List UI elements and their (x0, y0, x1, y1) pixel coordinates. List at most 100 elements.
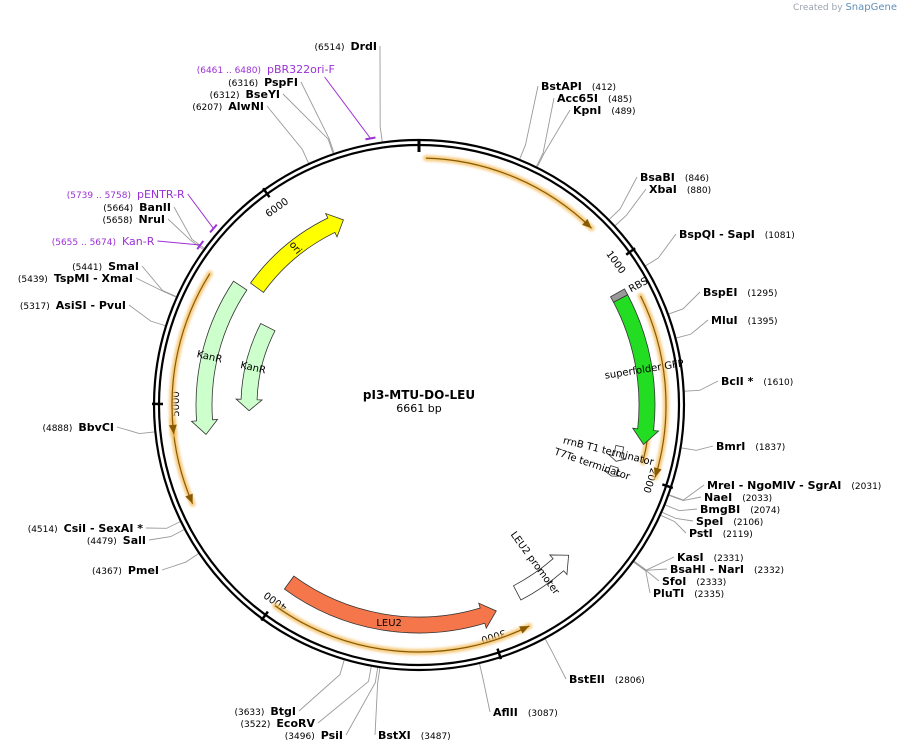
site-bstx-i[interactable]: BstXI (3487) (378, 729, 451, 742)
site-sal-i[interactable]: SalI (4479) (87, 534, 146, 547)
site-position: (1395) (748, 317, 778, 327)
site-psi-i[interactable]: PsiI (3496) (285, 729, 343, 742)
site-drdi[interactable]: DrdI (6514) (315, 40, 377, 53)
site-leader-line (633, 561, 651, 594)
primer-leader-line (324, 76, 371, 139)
site-leader-line (662, 512, 694, 522)
site-kas-i[interactable]: KasI (2331) (677, 551, 744, 564)
site-leader-line (300, 81, 335, 154)
feature-kanr-2[interactable]: KanR (235, 322, 276, 412)
site-btg-i[interactable]: BtgI (3633) (234, 705, 296, 718)
site-bbv-ci[interactable]: BbvCI (4888) (42, 421, 114, 434)
site-bsahi-nari[interactable]: BsaHI - NarI (2332) (670, 563, 784, 576)
site-xba-i[interactable]: XbaI (880) (649, 183, 711, 196)
site-nru-i[interactable]: NruI (5658) (103, 213, 166, 226)
site-name: CsiI - SexAI * (64, 522, 144, 535)
credit-brand: SnapGene (845, 2, 897, 13)
site-eco-rv[interactable]: EcoRV (3522) (240, 717, 315, 730)
primer-pentr-r[interactable]: pENTR-R (5739 .. 5758) (67, 188, 218, 234)
site-bsp-ei[interactable]: BspEI (1295) (703, 286, 777, 299)
feature-kanr-2-arrow[interactable] (235, 322, 276, 412)
site-position: (1081) (765, 231, 795, 241)
feature-leu2[interactable]: LEU2 (283, 575, 497, 634)
site-plu-ti[interactable]: PluTI (2335) (653, 587, 724, 600)
site-leader-line (374, 668, 381, 736)
feature-sfgfp[interactable]: superfolder GFP (604, 294, 685, 446)
site-alw-ni[interactable]: AlwNI (6207) (192, 100, 264, 113)
site-pme-i[interactable]: PmeI (4367) (92, 564, 159, 577)
feature-leu2-arrow[interactable] (283, 575, 497, 634)
site-leader-line (669, 495, 702, 501)
feature-ori[interactable]: ori (249, 212, 344, 293)
site-position: (2031) (851, 482, 881, 492)
site-mrei-ngomiv-sgrai[interactable]: MreI - NgoMIV - SgrAI (2031) (707, 479, 881, 492)
site-name: MluI (711, 314, 738, 327)
site-leader-line (633, 556, 675, 571)
orf-glow (422, 155, 595, 232)
site-leader-line (519, 85, 539, 160)
site-tspmi-xmai[interactable]: TspMI - XmaI (5439) (18, 272, 133, 285)
feature-sfgfp-arrow[interactable] (612, 294, 660, 446)
primer-kan-r[interactable]: Kan-R (5655 .. 5674) (52, 235, 205, 250)
feature-ori-arrow[interactable] (249, 212, 344, 293)
site-bse-yi[interactable]: BseYI (6312) (210, 88, 280, 101)
site-sma-i[interactable]: SmaI (5441) (72, 260, 139, 273)
site-afl-ii[interactable]: AflII (3087) (493, 706, 558, 719)
site-position: (2335) (694, 590, 724, 600)
site-bmr-i[interactable]: BmrI (1837) (716, 440, 785, 453)
site-position: (4888) (42, 424, 72, 434)
primer-position: (5655 .. 5674) (52, 238, 116, 248)
feature-rrnb-arrow[interactable] (608, 444, 627, 462)
site-position: (5664) (103, 204, 133, 214)
site-name: BseYI (246, 88, 280, 101)
feature-kanr-1[interactable]: KanR (190, 280, 248, 436)
orf-line (274, 605, 530, 653)
feature-leu2-promoter[interactable]: LEU2 promoter (508, 530, 570, 601)
feature-kanr-1-arrow[interactable] (190, 280, 248, 436)
site-pst-i[interactable]: PstI (2119) (689, 527, 753, 540)
site-csii-sexai[interactable]: CsiI - SexAI * (4514) (28, 522, 144, 535)
site-name: BmgBI (700, 503, 740, 516)
site-bcl-i[interactable]: BclI * (1610) (721, 375, 793, 388)
site-leader-line (266, 105, 309, 164)
site-position: (412) (592, 83, 616, 93)
feature-rbs-arrow[interactable] (609, 288, 629, 303)
site-mlu-i[interactable]: MluI (1395) (711, 314, 778, 327)
site-leader-line (173, 206, 205, 249)
site-bmg-bi[interactable]: BmgBI (2074) (700, 503, 780, 516)
site-ban-ii[interactable]: BanII (5664) (103, 201, 171, 214)
site-bsa-bi[interactable]: BsaBI (846) (640, 171, 709, 184)
site-position: (4514) (28, 525, 58, 535)
site-name: PspFI (264, 76, 298, 89)
orf-line (425, 157, 592, 229)
site-position: (1837) (755, 443, 785, 453)
feature-leu2-label: LEU2 (376, 618, 402, 629)
site-nae-i[interactable]: NaeI (2033) (704, 491, 772, 504)
site-leader-line (684, 380, 719, 392)
site-bst-api[interactable]: BstAPI (412) (541, 80, 616, 93)
site-acc65-i[interactable]: Acc65I (485) (557, 92, 632, 105)
site-kpn-i[interactable]: KpnI (489) (573, 104, 636, 117)
tick-mark (260, 610, 269, 622)
site-position: (3633) (234, 708, 264, 718)
site-asisi-pvui[interactable]: AsiSI - PvuI (5317) (20, 299, 126, 312)
site-name: PmeI (128, 564, 159, 577)
primer-name: pENTR-R (137, 188, 185, 201)
site-bspqi-sapi[interactable]: BspQI - SapI (1081) (679, 228, 795, 241)
site-position: (3087) (528, 709, 558, 719)
site-bsteii[interactable]: BstEII (2806) (569, 673, 645, 686)
feature-leu2-promoter-arrow[interactable] (512, 554, 570, 601)
site-position: (2806) (615, 676, 645, 686)
site-name: BstXI (378, 729, 411, 742)
site-sfo-i[interactable]: SfoI (2333) (662, 575, 726, 588)
primer-pbr322ori-f[interactable]: pBR322ori-F (6461 .. 6480) (197, 63, 376, 141)
site-spe-i[interactable]: SpeI (2106) (696, 515, 763, 528)
site-name: PluTI (653, 587, 684, 600)
site-leader-line (615, 188, 647, 226)
site-position: (4479) (87, 537, 117, 547)
site-psp-fi[interactable]: PspFI (6316) (228, 76, 298, 89)
feature-t7te-arrow[interactable] (603, 465, 621, 477)
tick-label: 5000 (171, 391, 182, 416)
